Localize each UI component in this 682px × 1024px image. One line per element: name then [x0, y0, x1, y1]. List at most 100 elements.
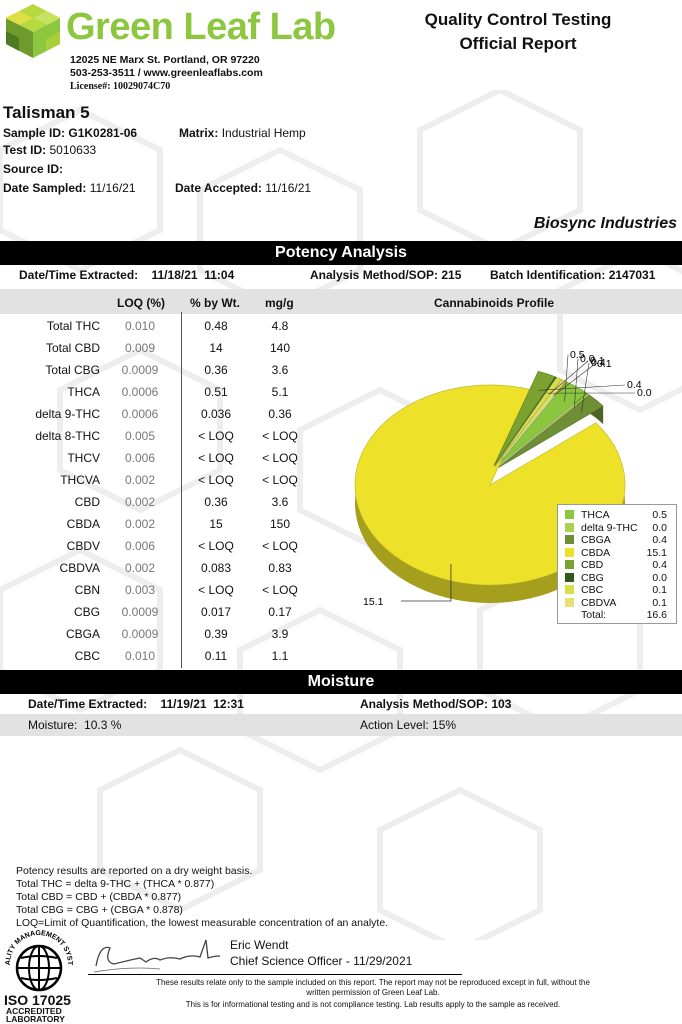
pie-data-label: 0.4	[591, 357, 606, 369]
loq-value: 0.0006	[121, 385, 159, 399]
analyte-name: CBDV	[66, 539, 100, 553]
date-accepted-field: Date Accepted: 11/16/21	[175, 181, 311, 195]
pie-data-label: 0.0	[637, 387, 652, 399]
legend-swatch	[565, 560, 574, 569]
date-sampled-value: 11/16/21	[89, 181, 136, 195]
pie-slice-cbc	[494, 377, 563, 467]
loq-value: 0.005	[124, 429, 156, 443]
percent-weight-value: < LOQ	[198, 429, 234, 443]
loq-value: 0.0009	[121, 627, 159, 641]
report-title-line2: Official Report	[459, 34, 577, 53]
analyte-name: CBN	[74, 583, 100, 597]
analyte-name: delta 9-THC	[35, 407, 100, 421]
analyte-name: CBG	[73, 605, 100, 619]
data-label-leader	[549, 360, 589, 395]
col-mg-header: mg/g	[265, 296, 294, 310]
sample-name: Talisman 5	[3, 103, 90, 122]
mg-per-g-value: 3.6	[271, 495, 289, 509]
pie-data-label: 0.1	[590, 355, 605, 367]
table-row: Total CBD 0.009 14 140	[0, 337, 330, 359]
analyte-name: Total THC	[46, 319, 100, 333]
table-row: Total THC 0.010 0.48 4.8	[0, 315, 330, 337]
loq-value: 0.0009	[121, 605, 159, 619]
legend-item: CBDA 15.1	[563, 547, 673, 559]
date-sampled-label: Date Sampled:	[3, 181, 87, 195]
seal-accredited: ACCREDITED	[6, 1006, 62, 1016]
legend-name: CBC	[581, 584, 604, 596]
test-id-label: Test ID:	[3, 143, 47, 157]
legend-name: CBGA	[581, 534, 611, 546]
percent-weight-value: 0.036	[200, 407, 232, 421]
analyte-name: CBDA	[66, 517, 100, 531]
analyte-name: delta 8-THC	[35, 429, 100, 443]
analyte-name: CBC	[74, 649, 100, 663]
analyte-name: THCV	[67, 451, 100, 465]
loq-value: 0.003	[124, 583, 156, 597]
seal-laboratory: LABORATORY	[6, 1014, 65, 1024]
potency-extracted-field: Date/Time Extracted: 11/18/21 11:04	[19, 268, 234, 282]
mg-per-g-value: < LOQ	[262, 429, 298, 443]
lab-address: 12025 NE Marx St. Portland, OR 97220	[70, 54, 260, 66]
disclaimer-line1: These results relate only to the sample …	[156, 978, 590, 987]
percent-weight-value: < LOQ	[198, 473, 234, 487]
signer-name: Eric Wendt	[230, 938, 289, 952]
seal-iso: ISO 17025	[4, 992, 71, 1008]
signature-line	[88, 974, 462, 975]
legend-value: 15.1	[646, 546, 667, 559]
table-row: CBG 0.0009 0.017 0.17	[0, 601, 330, 623]
mg-per-g-value: 140	[269, 341, 291, 355]
source-id-label: Source ID:	[3, 162, 64, 176]
note-total-thc: Total THC = delta 9-THC + (THCA * 0.877)	[16, 878, 215, 890]
legend-name: CBDVA	[581, 596, 617, 609]
report-title-line1: Quality Control Testing	[424, 10, 612, 29]
moisture-method-label: Analysis Method/SOP:	[360, 697, 489, 711]
legend-item: CBC 0.1	[563, 584, 673, 596]
matrix-label: Matrix:	[179, 126, 219, 140]
iso-globe-seal-icon: QUALITY MANAGEMENT SYSTEM	[2, 928, 73, 992]
moisture-value: Moisture: 10.3 %	[28, 718, 122, 732]
note-dry-weight: Potency results are reported on a dry we…	[16, 865, 253, 877]
data-label-leader	[581, 362, 590, 413]
test-id-value: 5010633	[49, 143, 97, 157]
legend-value: 0.5	[652, 509, 667, 521]
potency-extracted-label: Date/Time Extracted:	[19, 268, 139, 282]
analyte-name: CBD	[74, 495, 100, 509]
legend-name: CBD	[581, 559, 604, 571]
analyte-name: CBDVA	[59, 561, 100, 575]
analyte-name: Total CBG	[45, 363, 100, 377]
legend-swatch	[565, 585, 574, 594]
legend-item: delta 9-THC 0.0	[563, 522, 673, 534]
percent-weight-value: 0.51	[204, 385, 228, 399]
test-id-field: Test ID: 5010633	[3, 143, 96, 157]
legend-item: THCA 0.5	[563, 509, 673, 521]
legend-swatch	[565, 597, 574, 607]
signer-title: Chief Science Officer - 11/29/2021	[230, 954, 413, 968]
loq-value: 0.002	[124, 561, 156, 575]
percent-weight-value: < LOQ	[198, 583, 234, 597]
potency-method-field: Analysis Method/SOP: 215	[310, 268, 461, 282]
percent-weight-value: < LOQ	[198, 539, 234, 553]
loq-value: 0.002	[124, 473, 156, 487]
date-sampled-field: Date Sampled: 11/16/21	[3, 181, 136, 195]
source-id-field: Source ID:	[3, 162, 63, 176]
col-pct-header: % by Wt.	[190, 296, 240, 310]
batch-field: Batch Identification: 2147031	[490, 268, 655, 282]
chart-title: Cannabinoids Profile	[434, 296, 555, 310]
table-divider	[181, 312, 182, 668]
percent-weight-value: < LOQ	[198, 451, 234, 465]
pie-data-label: 15.1	[363, 596, 384, 608]
table-row: CBGA 0.0009 0.39 3.9	[0, 623, 330, 645]
legend-item: CBG 0.0	[563, 572, 673, 584]
mg-per-g-value: 1.1	[271, 649, 289, 663]
legend-item: CBGA 0.4	[563, 534, 673, 546]
data-label-leader	[564, 354, 569, 402]
table-row: CBDA 0.002 15 150	[0, 513, 330, 535]
loq-value: 0.010	[124, 319, 156, 333]
data-label-leader	[574, 358, 579, 408]
table-row: THCA 0.0006 0.51 5.1	[0, 381, 330, 403]
moisture-result-row	[0, 714, 682, 736]
pie-slice-cbdva	[494, 379, 567, 467]
table-row: CBN 0.003 < LOQ < LOQ	[0, 579, 330, 601]
action-level: Action Level: 15%	[360, 718, 457, 732]
batch-value: 2147031	[608, 268, 656, 282]
